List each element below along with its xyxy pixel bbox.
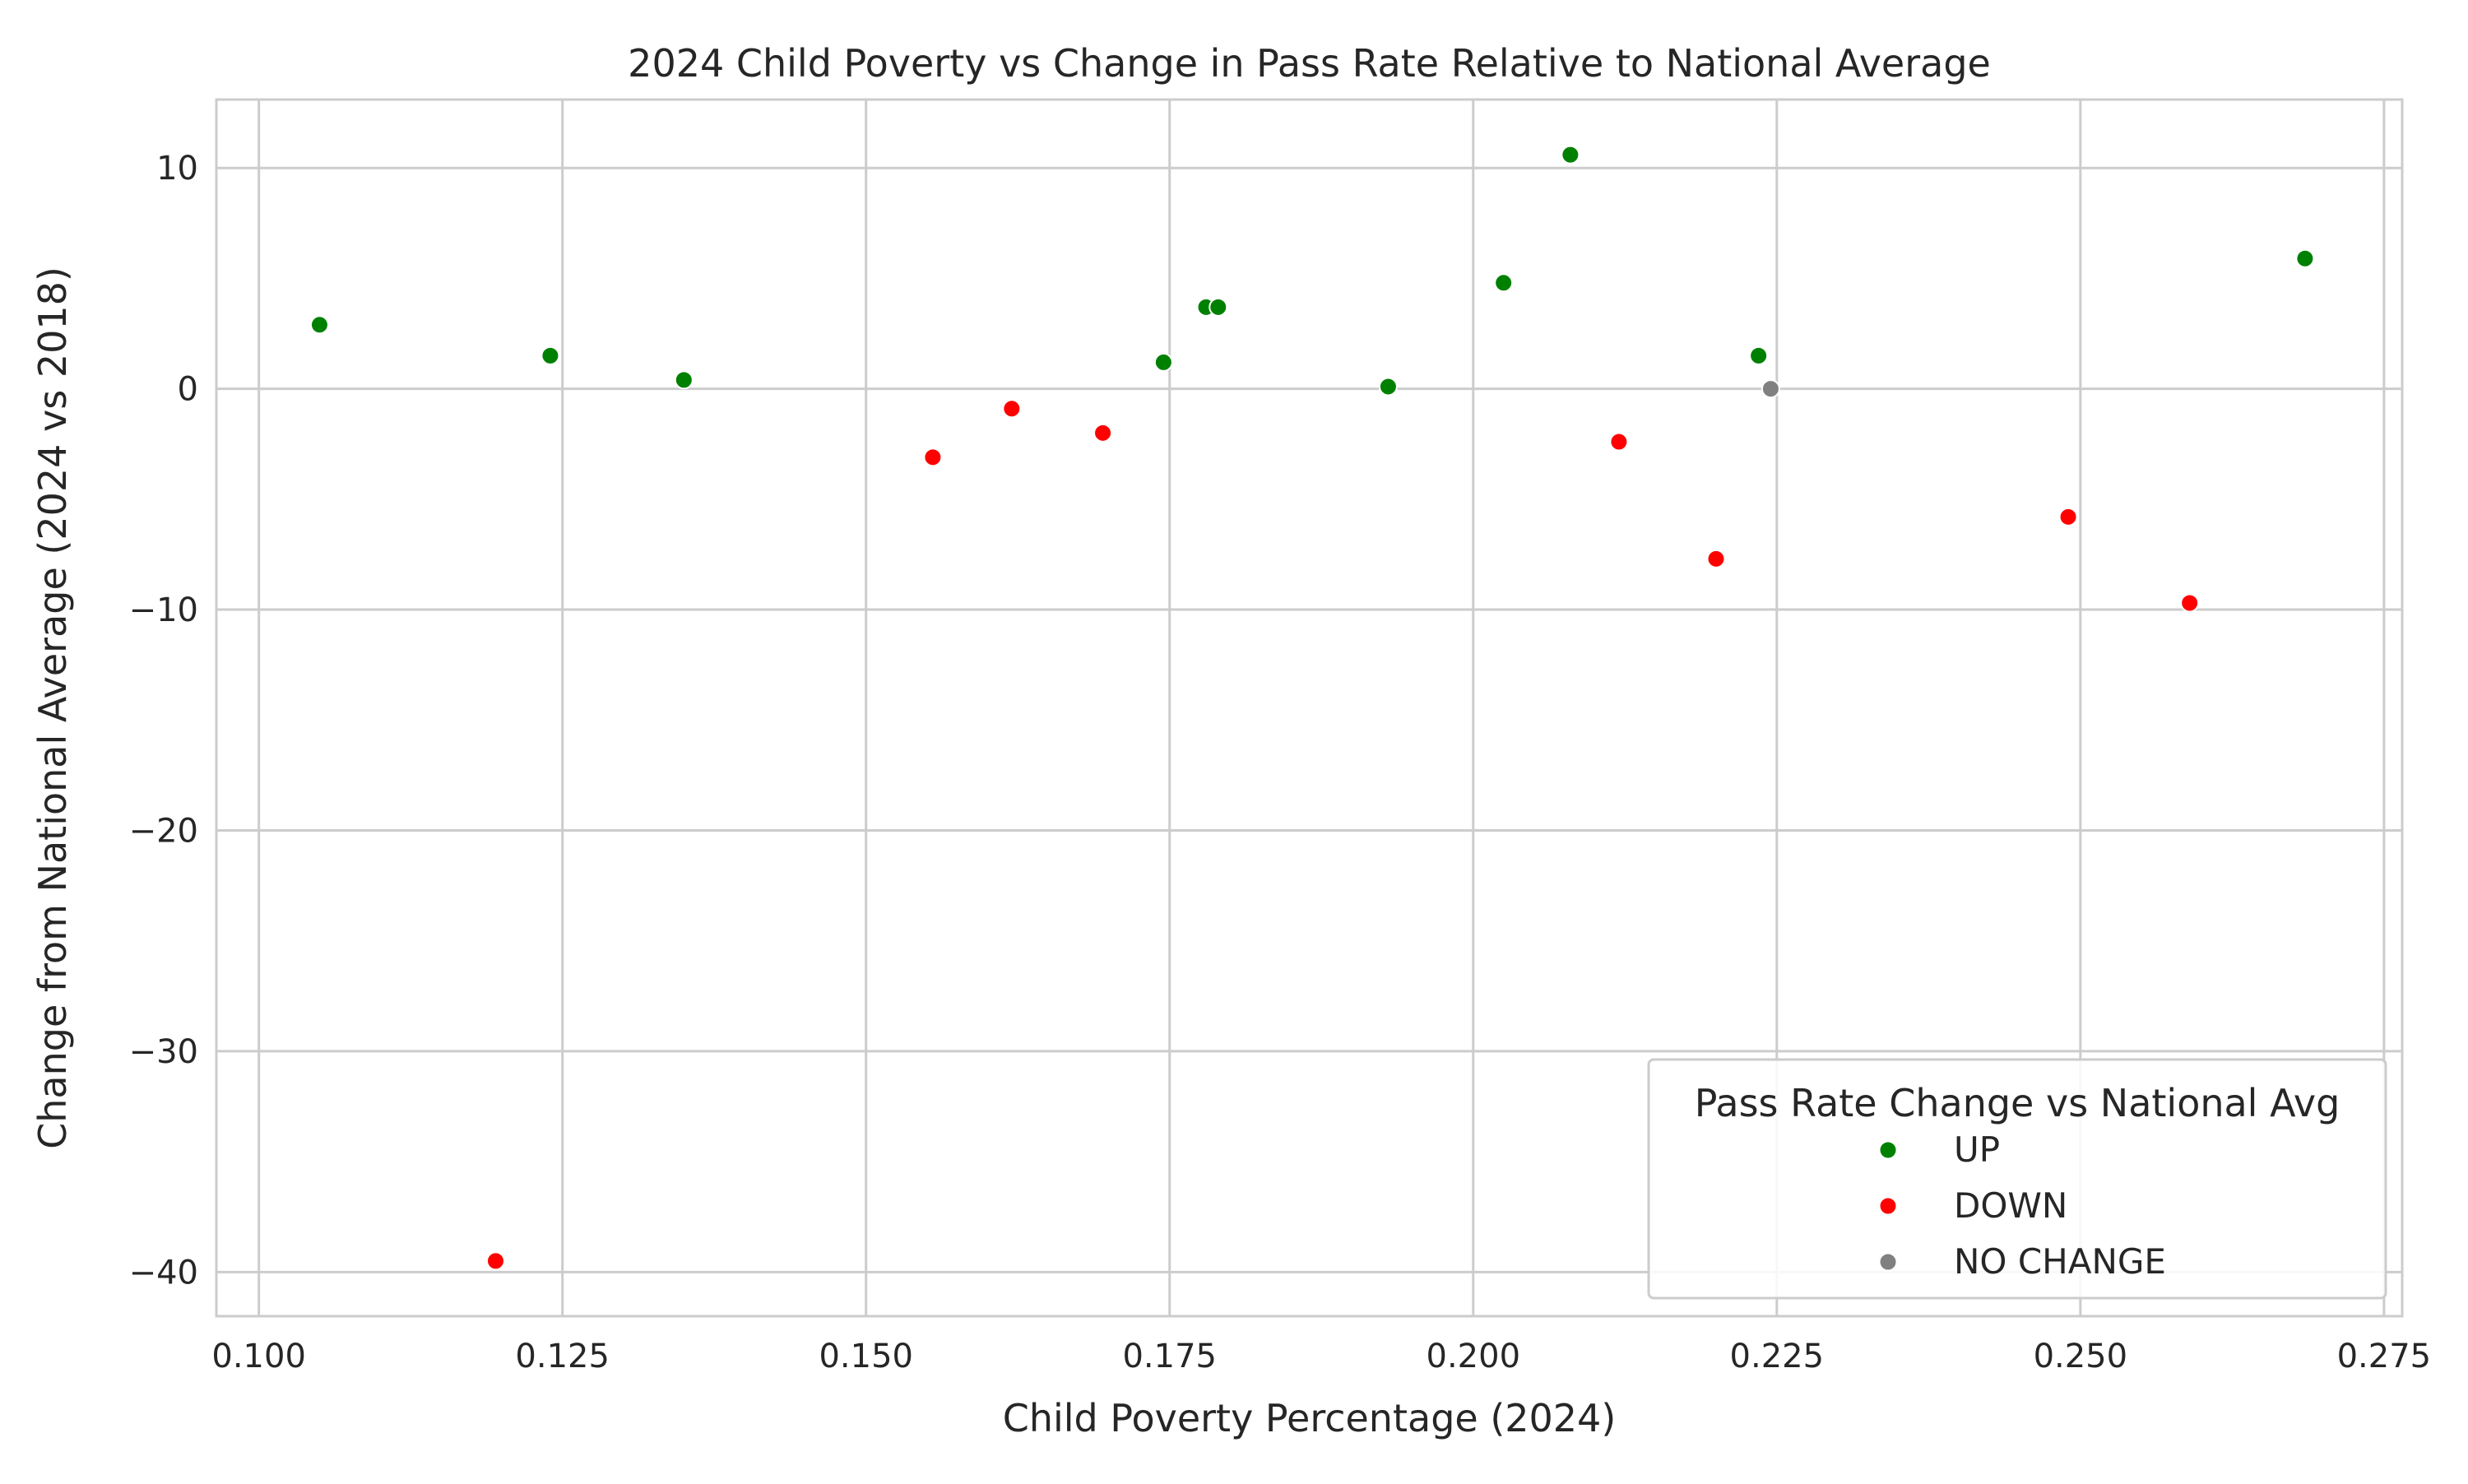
- grid-layer: [216, 100, 2402, 1316]
- data-point-up: [540, 345, 560, 365]
- legend-marker: [1878, 1252, 1898, 1272]
- x-tick-label: 0.200: [1427, 1338, 1521, 1375]
- tick-layer: 0.100 0.125 0.150 0.175 0.200 0.225 0.250 0.275…: [129, 150, 2432, 1375]
- y-tick-label: −30: [129, 1033, 198, 1071]
- data-point-up: [1378, 377, 1398, 397]
- points-layer: [309, 145, 2315, 1271]
- data-point-up: [309, 315, 329, 335]
- legend-marker: [1878, 1140, 1898, 1160]
- plot-frame: [215, 98, 2404, 1318]
- y-tick-label: 0: [178, 371, 198, 409]
- x-tick-label: 0.250: [2034, 1338, 2128, 1375]
- data-point-down: [1706, 549, 1726, 568]
- legend-entries: UP DOWN NO CHANGE: [1878, 1129, 2166, 1282]
- data-point-up: [674, 370, 694, 390]
- x-axis-label: Child Poverty Percentage (2024): [1003, 1396, 1617, 1440]
- data-point-up: [1153, 352, 1173, 372]
- data-point-down: [1609, 432, 1629, 452]
- data-point-down: [1093, 423, 1113, 443]
- legend-box: [1647, 1058, 2387, 1300]
- x-tick-label: 0.150: [819, 1338, 913, 1375]
- data-point-down: [923, 448, 943, 467]
- y-tick-label: 10: [156, 150, 198, 188]
- data-point-down: [486, 1251, 506, 1271]
- legend: Pass Rate Change vs National Avg UP DOWN N…: [1647, 1058, 2387, 1300]
- data-point-up: [1749, 345, 1769, 365]
- x-tick-label: 0.175: [1122, 1338, 1217, 1375]
- chart-title: 2024 Child Poverty vs Change in Pass Rat…: [628, 41, 1991, 86]
- legend-label: UP: [1954, 1129, 2000, 1170]
- data-point-up: [1494, 273, 1514, 293]
- data-point-down: [2058, 507, 2078, 526]
- x-tick-label: 0.125: [515, 1338, 610, 1375]
- x-tick-label: 0.100: [211, 1338, 306, 1375]
- y-tick-label: −40: [129, 1254, 198, 1292]
- legend-label: NO CHANGE: [1954, 1241, 2166, 1282]
- data-point-up: [1208, 297, 1228, 317]
- data-point-down: [2180, 593, 2200, 613]
- y-tick-label: −20: [129, 812, 198, 850]
- legend-marker: [1878, 1196, 1898, 1216]
- data-point-up: [2295, 248, 2315, 268]
- y-tick-label: −10: [129, 591, 198, 629]
- data-point-no-change: [1761, 379, 1780, 399]
- legend-title: Pass Rate Change vs National Avg: [1695, 1081, 2340, 1125]
- data-point-up: [1561, 145, 1580, 165]
- x-tick-label: 0.275: [2337, 1338, 2432, 1375]
- legend-label: DOWN: [1954, 1185, 2067, 1226]
- x-tick-label: 0.225: [1730, 1338, 1825, 1375]
- data-point-down: [1002, 399, 1022, 419]
- y-axis-label: Change from National Average (2024 vs 20…: [30, 267, 75, 1149]
